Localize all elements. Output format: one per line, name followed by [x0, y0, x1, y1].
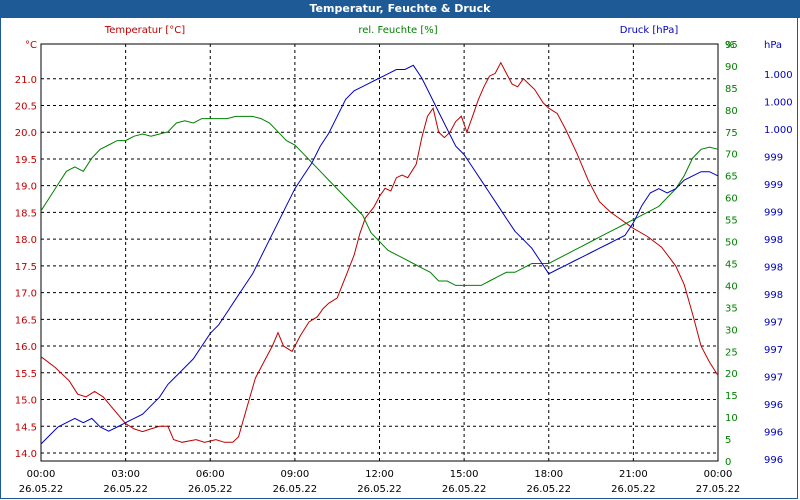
x-tick-time-label: 18:00: [534, 469, 563, 480]
temperature-tick-label: 19.0: [15, 182, 37, 193]
x-tick-date-label: 27.05.22: [696, 484, 741, 495]
temperature-tick-label: 18.0: [15, 235, 37, 246]
series-line-humidity: [40, 115, 719, 286]
x-tick-date-label: 26.05.22: [19, 484, 64, 495]
x-tick-time-label: 15:00: [450, 469, 479, 480]
humidity-tick-label: 5: [725, 435, 731, 446]
chart-frame: [0, 18, 798, 499]
humidity-tick-label: 75: [725, 128, 738, 139]
temperature-tick-label: 16.5: [15, 315, 37, 326]
pressure-unit-label: hPa: [764, 40, 782, 51]
humidity-tick-label: 85: [725, 84, 738, 95]
series-line-temperature: [40, 61, 719, 443]
pressure-tick-label: 998: [764, 290, 783, 301]
x-tick-time-label: 09:00: [280, 469, 309, 480]
window-title: Temperatur, Feuchte & Druck: [0, 0, 800, 18]
grid: [41, 44, 718, 461]
pressure-axis-label: Druck [hPa]: [620, 25, 679, 36]
x-tick-time-label: 06:00: [196, 469, 225, 480]
humidity-tick-label: 10: [725, 413, 738, 424]
humidity-tick-label: 15: [725, 391, 738, 402]
humidity-tick-label: 60: [725, 194, 738, 205]
x-tick-date-label: 26.05.22: [188, 484, 233, 495]
temperature-tick-label: 14.0: [15, 449, 37, 460]
temperature-tick-label: 15.5: [15, 369, 37, 380]
pressure-tick-label: 999: [764, 153, 783, 164]
x-tick-date-label: 26.05.22: [526, 484, 571, 495]
temperature-tick-label: 18.5: [15, 208, 37, 219]
pressure-tick-label: 998: [764, 235, 783, 246]
x-tick-time-label: 12:00: [365, 469, 394, 480]
x-tick-date-label: 26.05.22: [611, 484, 656, 495]
x-tick-date-label: 26.05.22: [357, 484, 402, 495]
pressure-tick-label: 1.000: [764, 98, 793, 109]
x-tick-time-label: 21:00: [619, 469, 648, 480]
humidity-tick-label: 65: [725, 172, 738, 183]
pressure-tick-label: 997: [764, 373, 783, 384]
series-line-pressure: [40, 64, 719, 445]
plot-area: [40, 43, 719, 462]
humidity-tick-label: 0: [725, 457, 731, 468]
x-tick-date-label: 26.05.22: [273, 484, 318, 495]
temperature-tick-label: 16.0: [15, 342, 37, 353]
x-tick-date-label: 26.05.22: [442, 484, 487, 495]
humidity-tick-label: 30: [725, 325, 738, 336]
humidity-axis-label: rel. Feuchte [%]: [358, 25, 437, 36]
humidity-tick-label: 55: [725, 216, 738, 227]
humidity-tick-label: 25: [725, 347, 738, 358]
temperature-tick-label: 20.5: [15, 101, 37, 112]
humidity-tick-label: 70: [725, 150, 738, 161]
temperature-tick-label: 19.5: [15, 155, 37, 166]
pressure-tick-label: 996: [764, 400, 783, 411]
pressure-tick-label: 996: [764, 428, 783, 439]
pressure-tick-label: 1.000: [764, 70, 793, 81]
temperature-unit-label: °C: [25, 40, 37, 51]
humidity-tick-label: 90: [725, 62, 738, 73]
x-tick-time-label: 03:00: [111, 469, 140, 480]
tick-labels: 21.0 20.5 20.0 19.5 19.0 18.5 18.0 17.5 17.0 16.5…: [15, 40, 793, 495]
humidity-tick-label: 80: [725, 106, 738, 117]
humidity-tick-label: 20: [725, 369, 738, 380]
humidity-unit-label: %: [725, 40, 735, 51]
temperature-tick-label: 21.0: [15, 75, 37, 86]
humidity-tick-label: 40: [725, 281, 738, 292]
temperature-tick-label: 15.0: [15, 396, 37, 407]
pressure-tick-label: 997: [764, 318, 783, 329]
temperature-axis-label: Temperatur [°C]: [104, 25, 185, 36]
x-tick-time-label: 00:00: [704, 469, 733, 480]
pressure-tick-label: 997: [764, 345, 783, 356]
temperature-tick-label: 17.0: [15, 289, 37, 300]
pressure-tick-label: 999: [764, 208, 783, 219]
humidity-tick-label: 45: [725, 259, 738, 270]
humidity-tick-label: 95: [725, 40, 738, 51]
pressure-tick-label: 1.000: [764, 125, 793, 136]
temperature-tick-label: 14.5: [15, 422, 37, 433]
series-lines: [40, 61, 719, 445]
x-tick-date-label: 26.05.22: [103, 484, 148, 495]
pressure-tick-label: 996: [764, 455, 783, 466]
pressure-tick-label: 998: [764, 263, 783, 274]
humidity-tick-label: 35: [725, 303, 738, 314]
temperature-tick-label: 20.0: [15, 128, 37, 139]
humidity-tick-label: 50: [725, 238, 738, 249]
temperature-tick-label: 17.5: [15, 262, 37, 273]
pressure-tick-label: 999: [764, 180, 783, 191]
x-tick-time-label: 00:00: [27, 469, 56, 480]
